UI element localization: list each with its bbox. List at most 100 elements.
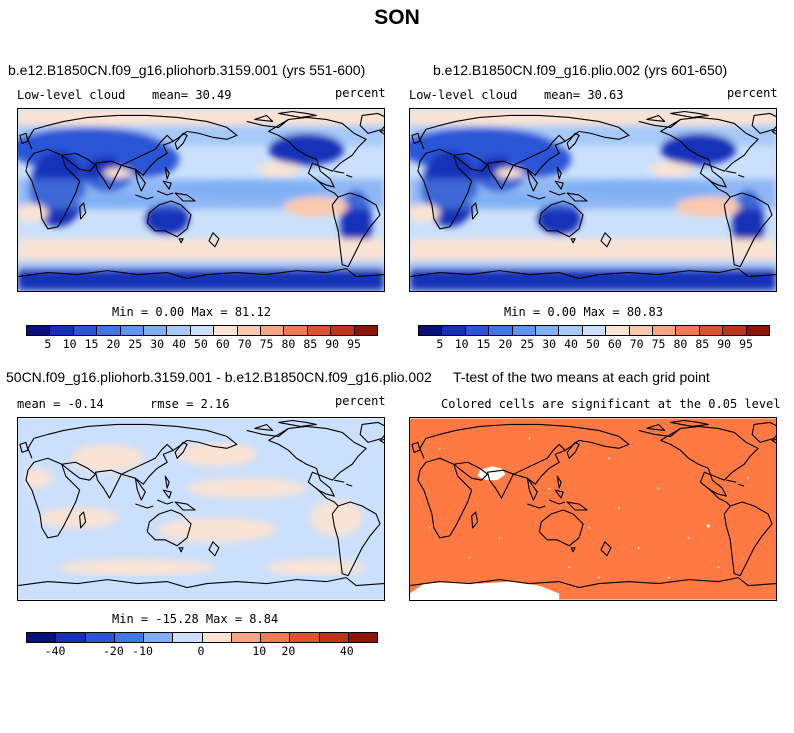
colorbar-swatch: [606, 326, 630, 335]
colorbar-swatch: [231, 633, 261, 642]
panel4-title: T-test of the two means at each grid poi…: [453, 369, 710, 385]
colorbar-swatch: [261, 326, 285, 335]
colorbar-label: 70: [237, 337, 252, 351]
colorbar-swatch: [27, 326, 51, 335]
panel1-title: b.e12.B1850CN.f09_g16.pliohorb.3159.001 …: [8, 62, 366, 78]
colorbar-swatch: [85, 633, 115, 642]
panel3-map: [17, 417, 385, 601]
colorbar-label: 85: [695, 337, 710, 351]
colorbar-label: 95: [739, 337, 753, 351]
colorbar-swatch: [237, 326, 262, 335]
panel1-colorbar: [26, 325, 378, 336]
panel2-variable: Low-level cloud: [409, 88, 518, 102]
colorbar-label: 20: [281, 644, 296, 658]
colorbar-label: 80: [281, 337, 296, 351]
colorbar-swatch: [354, 326, 378, 335]
colorbar-swatch: [307, 326, 332, 335]
colorbar-swatch: [465, 326, 490, 335]
panel1-variable: Low-level cloud: [17, 88, 126, 102]
colorbar-label: 95: [347, 337, 361, 351]
colorbar-swatch: [167, 326, 191, 335]
colorbar-swatch: [120, 326, 145, 335]
colorbar-label: -10: [132, 644, 153, 658]
colorbar-label: 30: [150, 337, 165, 351]
figure-title: SON: [374, 6, 420, 29]
colorbar-swatch: [653, 326, 677, 335]
panel2-colorbar-labels: 5 10 15 20 25 30 40 50 60 70 75 80 85 90 95: [418, 337, 768, 351]
panel3-mean: mean = -0.14: [17, 397, 104, 411]
colorbar-swatch: [73, 326, 98, 335]
colorbar-swatch: [50, 326, 74, 335]
colorbar-label: 20: [498, 337, 513, 351]
panel1-colorbar-labels: 5 10 15 20 25 30 40 50 60 70 75 80 85 90 95: [26, 337, 376, 351]
panel1-minmax: Min = 0.00 Max = 81.12: [112, 305, 271, 319]
colorbar-swatch: [290, 633, 320, 642]
panel1-units: percent: [335, 86, 386, 100]
panel3-units: percent: [335, 394, 386, 408]
colorbar-label: 40: [339, 644, 354, 658]
panel4-map: [409, 417, 777, 601]
colorbar-swatch: [348, 633, 377, 642]
panel3-title: 50CN.f09_g16.pliohorb.3159.001 - b.e12.B…: [6, 369, 432, 385]
colorbar-swatch: [723, 326, 747, 335]
colorbar-label: 85: [303, 337, 318, 351]
panel2-mean: mean= 30.63: [544, 88, 624, 102]
colorbar-label: 90: [717, 337, 732, 351]
colorbar-swatch: [97, 326, 121, 335]
colorbar-label: -40: [44, 644, 66, 658]
colorbar-label: 80: [673, 337, 688, 351]
colorbar-swatch: [331, 326, 355, 335]
colorbar-label: 10: [62, 337, 77, 351]
colorbar-label: 75: [651, 337, 666, 351]
panel1-mean: mean= 30.49: [152, 88, 232, 102]
colorbar-label: 70: [629, 337, 644, 351]
colorbar-label: 5: [44, 337, 52, 351]
colorbar-label: 50: [194, 337, 208, 351]
colorbar-swatch: [144, 633, 174, 642]
panel3-minmax: Min = -15.28 Max = 8.84: [112, 612, 279, 626]
colorbar-swatch: [114, 633, 144, 642]
panel3-rmse: rmse = 2.16: [150, 397, 230, 411]
colorbar-label: 60: [215, 337, 230, 351]
colorbar-swatch: [629, 326, 654, 335]
panel2-colorbar: [418, 325, 770, 336]
colorbar-label: 0: [197, 644, 205, 658]
colorbar-swatch: [319, 633, 349, 642]
panel3-colorbar-labels: -40 -20 -10 0 10 20 40: [26, 644, 376, 658]
colorbar-label: 10: [252, 644, 267, 658]
panel2-title: b.e12.B1850CN.f09_g16.plio.002 (yrs 601-…: [433, 62, 728, 78]
colorbar-label: 5: [436, 337, 444, 351]
colorbar-swatch: [144, 326, 168, 335]
colorbar-swatch: [27, 633, 57, 642]
colorbar-swatch: [536, 326, 560, 335]
colorbar-swatch: [419, 326, 443, 335]
panel3-colorbar: [26, 632, 378, 643]
colorbar-swatch: [559, 326, 583, 335]
colorbar-swatch: [284, 326, 308, 335]
colorbar-label: 50: [586, 337, 600, 351]
panel4-note: Colored cells are significant at the 0.0…: [441, 397, 781, 411]
colorbar-swatch: [202, 633, 232, 642]
colorbar-label: 20: [106, 337, 121, 351]
colorbar-label: 40: [172, 337, 186, 351]
colorbar-label: 75: [259, 337, 274, 351]
panel1-map: [17, 108, 385, 292]
colorbar-swatch: [442, 326, 466, 335]
colorbar-label: 25: [128, 337, 143, 351]
colorbar-label: 25: [520, 337, 535, 351]
colorbar-label: 60: [607, 337, 622, 351]
colorbar-swatch: [699, 326, 724, 335]
panel2-units: percent: [727, 86, 778, 100]
colorbar-swatch: [746, 326, 770, 335]
colorbar-swatch: [173, 633, 203, 642]
colorbar-label: 40: [564, 337, 578, 351]
colorbar-swatch: [214, 326, 238, 335]
colorbar-swatch: [582, 326, 607, 335]
colorbar-label: -20: [103, 644, 124, 658]
colorbar-label: 15: [84, 337, 99, 351]
colorbar-swatch: [676, 326, 700, 335]
colorbar-label: 30: [542, 337, 557, 351]
colorbar-swatch: [261, 633, 291, 642]
colorbar-swatch: [190, 326, 215, 335]
colorbar-swatch: [512, 326, 537, 335]
